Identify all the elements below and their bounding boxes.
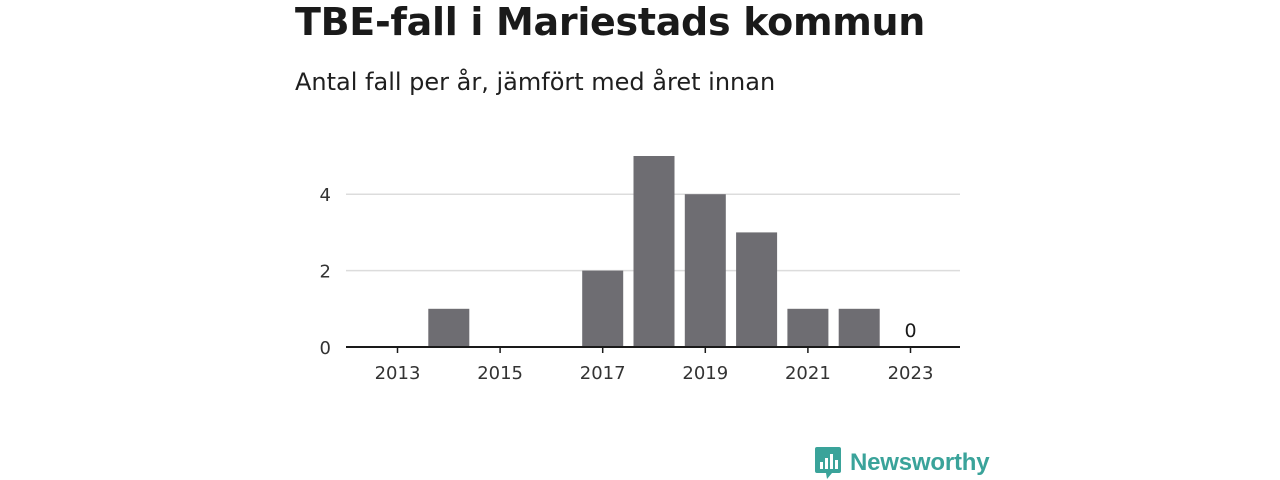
x-tick-label: 2013 bbox=[375, 363, 421, 384]
bar bbox=[633, 156, 675, 347]
brand-logo: Newsworthy bbox=[814, 446, 990, 480]
newsworthy-logo-icon bbox=[815, 447, 841, 479]
bar bbox=[838, 308, 880, 347]
x-tick-label: 2023 bbox=[888, 363, 934, 384]
bar bbox=[428, 308, 470, 347]
bar bbox=[736, 232, 778, 347]
x-tick-label: 2021 bbox=[785, 363, 831, 384]
bar bbox=[787, 308, 829, 347]
data-label: 0 bbox=[904, 320, 916, 342]
x-tick-label: 2019 bbox=[682, 363, 728, 384]
y-tick-label: 2 bbox=[320, 262, 331, 283]
chart-title: TBE-fall i Mariestads kommun bbox=[295, 0, 926, 44]
x-tick-label: 2017 bbox=[580, 363, 626, 384]
y-tick-label: 0 bbox=[320, 338, 331, 359]
bar bbox=[582, 270, 624, 347]
y-tick-label: 4 bbox=[320, 185, 331, 206]
bar bbox=[684, 194, 726, 347]
x-tick-label: 2015 bbox=[477, 363, 523, 384]
chart-subtitle: Antal fall per år, jämfört med året inna… bbox=[295, 68, 776, 96]
brand-name: Newsworthy bbox=[850, 449, 990, 476]
